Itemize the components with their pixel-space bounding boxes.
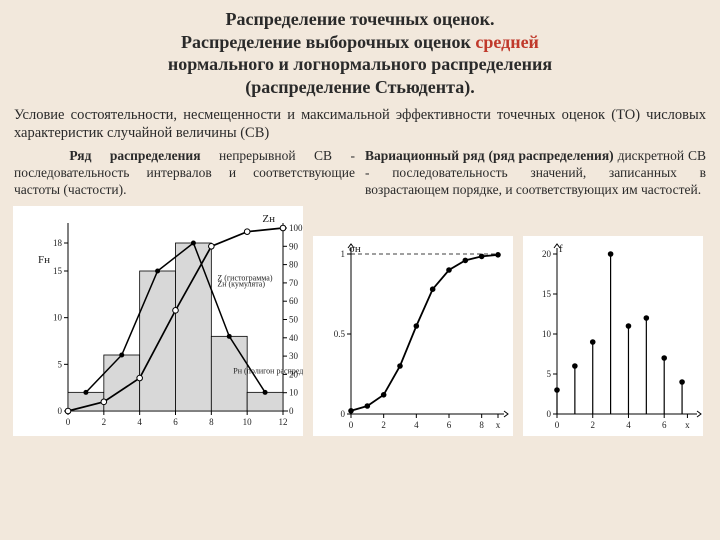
svg-text:10: 10 bbox=[542, 329, 552, 339]
svg-text:0: 0 bbox=[289, 406, 294, 416]
svg-text:40: 40 bbox=[289, 333, 299, 343]
figure-stem: 0 2 4 6 x 0 5 10 15 20 f bbox=[522, 235, 704, 437]
svg-text:30: 30 bbox=[289, 351, 299, 361]
svg-text:10: 10 bbox=[289, 388, 299, 398]
svg-text:4: 4 bbox=[626, 420, 631, 430]
title-line3: нормального и логнормального распределен… bbox=[168, 54, 552, 74]
right-lead: Вариационный ряд (ряд распределения) bbox=[365, 148, 614, 163]
svg-text:Zн: Zн bbox=[262, 213, 275, 225]
svg-text:0: 0 bbox=[349, 420, 354, 430]
svg-text:1: 1 bbox=[341, 249, 346, 259]
svg-text:8: 8 bbox=[209, 417, 214, 427]
svg-text:Z (гистограмма): Z (гистограмма) bbox=[217, 273, 273, 282]
svg-text:f: f bbox=[559, 243, 563, 255]
left-lead: Ряд распределения bbox=[69, 148, 200, 163]
svg-text:x: x bbox=[685, 420, 690, 430]
left-column: Ряд распределения непрерывной СВ - после… bbox=[14, 148, 355, 199]
svg-text:15: 15 bbox=[53, 266, 63, 276]
svg-text:2: 2 bbox=[102, 417, 107, 427]
figure-histogram: 024681012051015180102030405060708090100Z… bbox=[12, 205, 304, 437]
definition-columns: Ряд распределения непрерывной СВ - после… bbox=[0, 148, 720, 199]
svg-text:5: 5 bbox=[58, 359, 63, 369]
title-line4: (распределение Стьюдента). bbox=[245, 77, 474, 97]
svg-text:0: 0 bbox=[66, 417, 71, 427]
svg-text:10: 10 bbox=[243, 417, 253, 427]
title-line2b: средней bbox=[475, 32, 539, 52]
svg-text:4: 4 bbox=[137, 417, 142, 427]
svg-text:0: 0 bbox=[341, 409, 346, 419]
figures-row: 024681012051015180102030405060708090100Z… bbox=[0, 199, 720, 437]
svg-text:2: 2 bbox=[381, 420, 386, 430]
page-title: Распределение точечных оценок. Распредел… bbox=[0, 0, 720, 102]
svg-text:6: 6 bbox=[173, 417, 178, 427]
right-column: Вариационный ряд (ряд распределения) дис… bbox=[365, 148, 706, 199]
svg-text:50: 50 bbox=[289, 314, 299, 324]
svg-text:10: 10 bbox=[53, 313, 63, 323]
svg-text:0: 0 bbox=[547, 409, 552, 419]
svg-text:6: 6 bbox=[662, 420, 667, 430]
svg-text:15: 15 bbox=[542, 289, 552, 299]
svg-text:0.5: 0.5 bbox=[334, 329, 346, 339]
svg-text:0: 0 bbox=[58, 406, 63, 416]
svg-text:100: 100 bbox=[289, 223, 303, 233]
svg-text:70: 70 bbox=[289, 278, 299, 288]
svg-text:4: 4 bbox=[414, 420, 419, 430]
title-line1: Распределение точечных оценок. bbox=[225, 9, 494, 29]
svg-text:Pн (полигон распределения): Pн (полигон распределения) bbox=[233, 367, 303, 376]
svg-text:12: 12 bbox=[279, 417, 288, 427]
svg-text:σн: σн bbox=[349, 243, 361, 255]
svg-text:8: 8 bbox=[479, 420, 484, 430]
title-line2a: Распределение выборочных оценок bbox=[181, 32, 475, 52]
subtitle: Условие состоятельности, несмещенности и… bbox=[0, 102, 720, 148]
svg-text:0: 0 bbox=[555, 420, 560, 430]
svg-text:6: 6 bbox=[447, 420, 452, 430]
svg-text:20: 20 bbox=[542, 249, 552, 259]
svg-text:Fн: Fн bbox=[38, 254, 50, 266]
svg-text:18: 18 bbox=[53, 238, 63, 248]
svg-text:5: 5 bbox=[547, 369, 552, 379]
svg-text:x: x bbox=[496, 420, 501, 430]
svg-text:80: 80 bbox=[289, 259, 299, 269]
figure-ogive: 0 2 4 6 8 x 0 0.5 1σн bbox=[312, 235, 514, 437]
svg-text:60: 60 bbox=[289, 296, 299, 306]
svg-text:2: 2 bbox=[590, 420, 595, 430]
svg-text:90: 90 bbox=[289, 241, 299, 251]
